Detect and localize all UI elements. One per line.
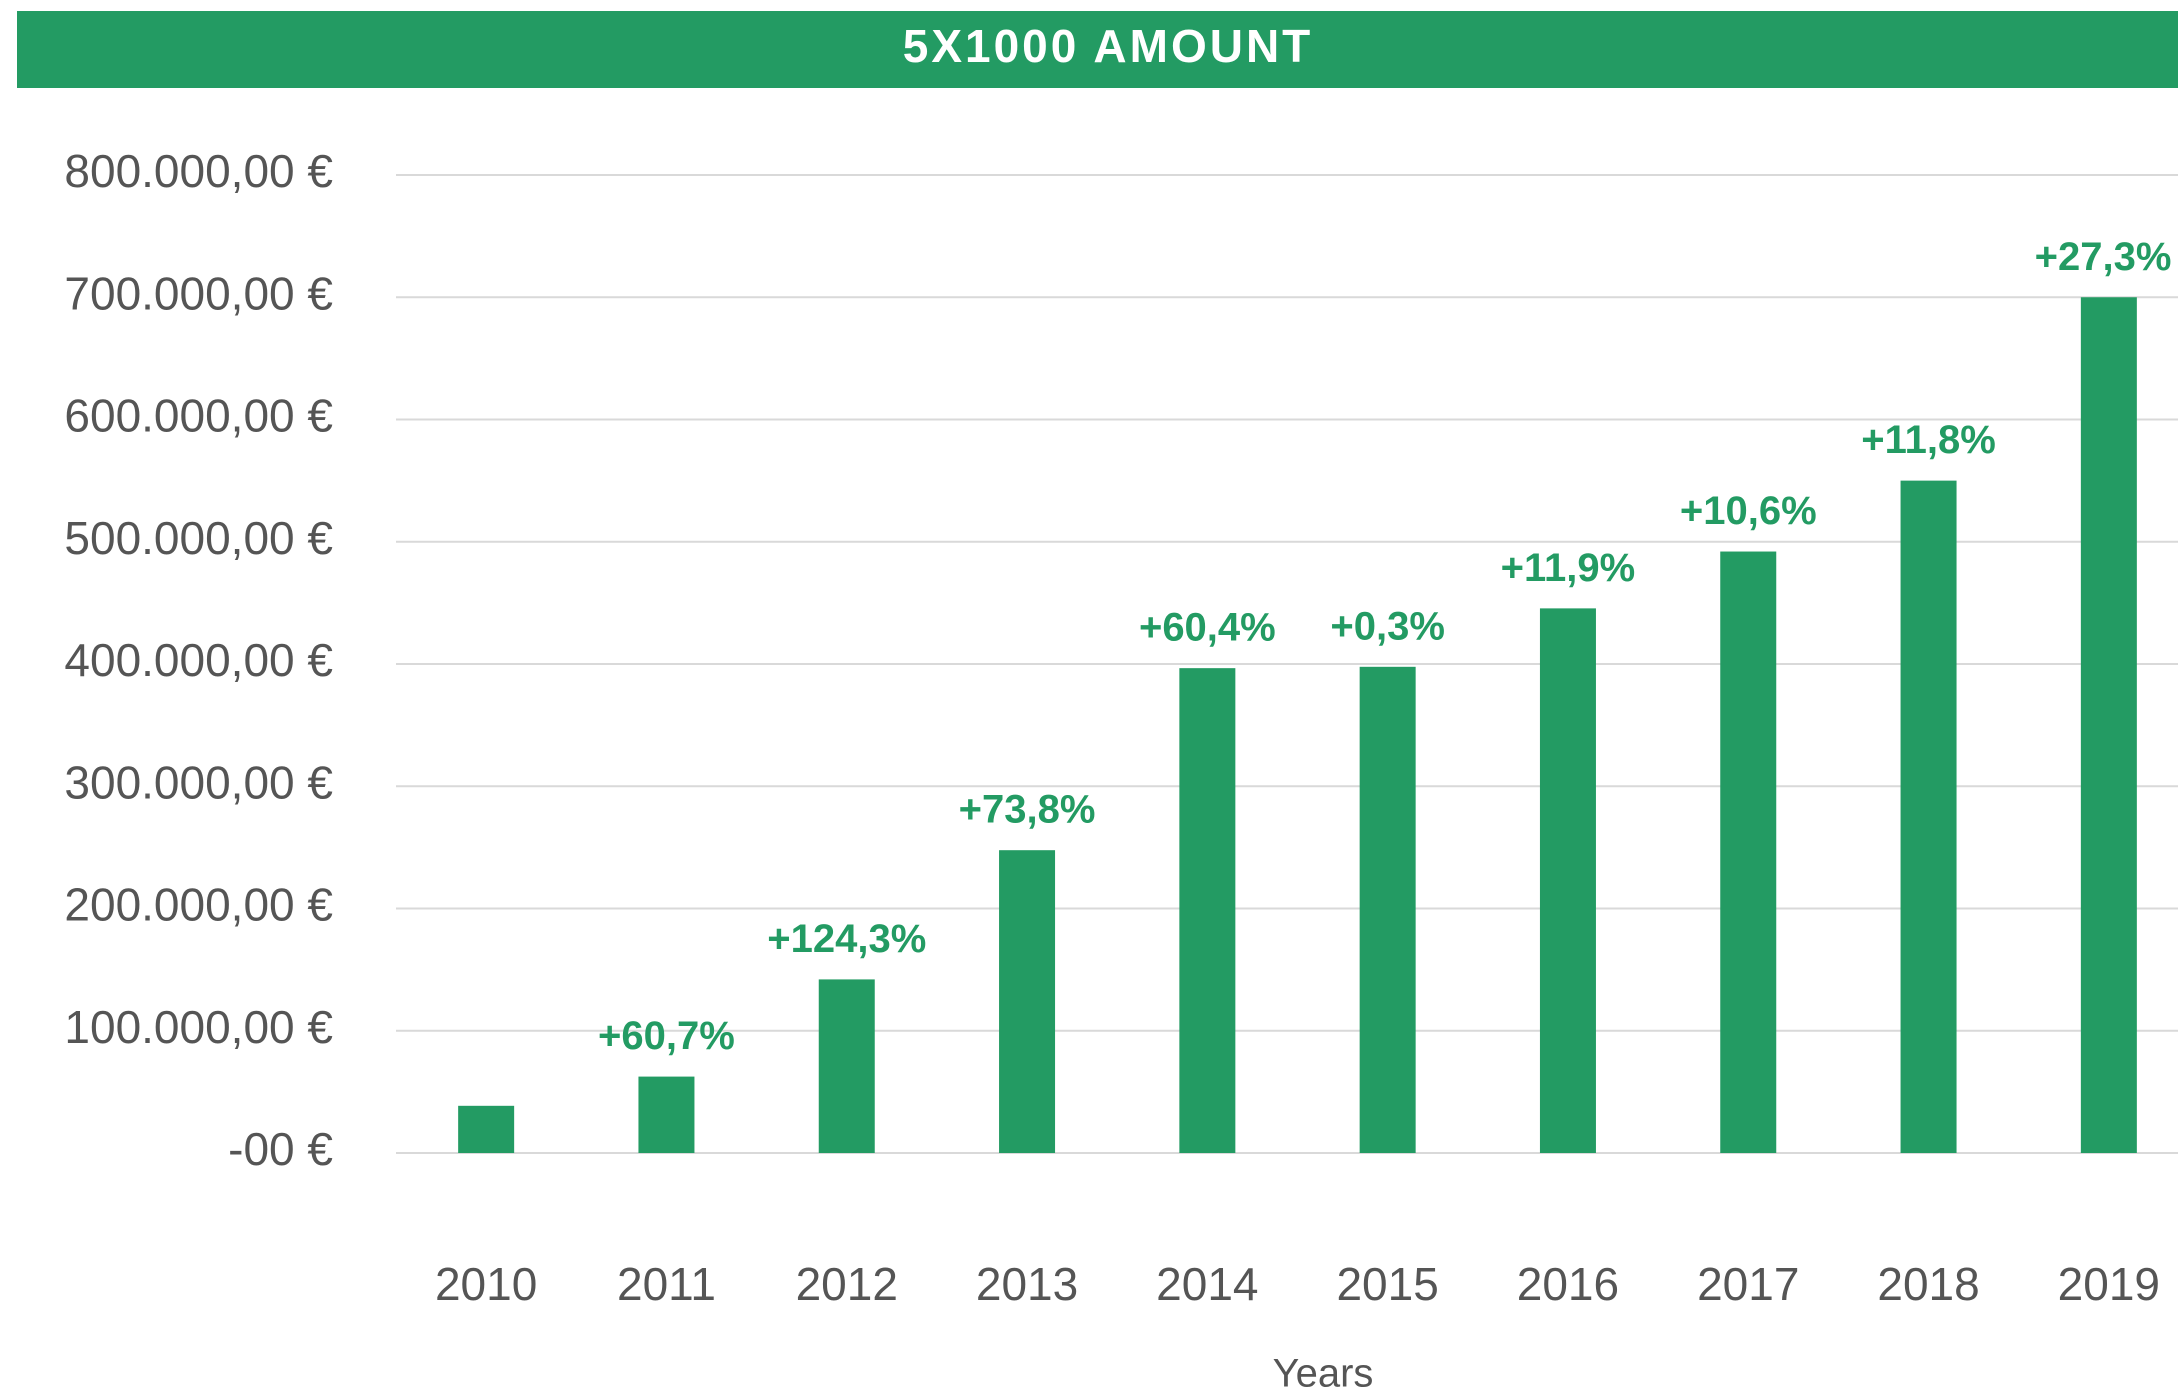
bar bbox=[1359, 666, 1416, 1153]
y-tick-label: 100.000,00 € bbox=[64, 1001, 333, 1053]
y-tick-label: -00 € bbox=[228, 1123, 333, 1175]
growth-label: +60,4% bbox=[1139, 606, 1276, 650]
y-tick-label: 500.000,00 € bbox=[64, 512, 333, 564]
bar bbox=[1720, 551, 1777, 1153]
title-banner bbox=[17, 11, 2178, 88]
x-tick-label: 2011 bbox=[617, 1258, 716, 1310]
y-tick-label: 700.000,00 € bbox=[64, 267, 333, 319]
y-tick-label: 300.000,00 € bbox=[64, 756, 333, 808]
x-tick-label: 2012 bbox=[796, 1258, 898, 1310]
bar bbox=[2080, 297, 2137, 1153]
bar bbox=[1539, 608, 1596, 1153]
y-tick-label: 400.000,00 € bbox=[64, 634, 333, 686]
bar bbox=[999, 850, 1056, 1153]
x-tick-label: 2015 bbox=[1336, 1258, 1438, 1310]
x-tick-label: 2018 bbox=[1877, 1258, 1979, 1310]
growth-label: +60,7% bbox=[598, 1014, 735, 1058]
growth-label: +11,8% bbox=[1861, 418, 1996, 462]
y-tick-label: 600.000,00 € bbox=[64, 390, 333, 442]
growth-label: +73,8% bbox=[959, 788, 1096, 832]
x-tick-label: 2017 bbox=[1697, 1258, 1799, 1310]
x-tick-label: 2016 bbox=[1517, 1258, 1619, 1310]
x-tick-label: 2014 bbox=[1156, 1258, 1258, 1310]
growth-label: +0,3% bbox=[1330, 604, 1445, 648]
bar bbox=[818, 979, 875, 1153]
y-tick-label: 200.000,00 € bbox=[64, 879, 333, 931]
x-tick-label: 2013 bbox=[976, 1258, 1078, 1310]
growth-label: +11,9% bbox=[1501, 546, 1636, 590]
growth-label: +27,3% bbox=[2035, 235, 2172, 279]
chart-title: 5X1000 AMOUNT bbox=[903, 20, 1314, 72]
bar bbox=[458, 1105, 515, 1153]
x-tick-label: 2019 bbox=[2058, 1258, 2160, 1310]
y-tick-label: 800.000,00 € bbox=[64, 145, 333, 197]
growth-label: +124,3% bbox=[767, 917, 926, 961]
bar bbox=[638, 1076, 695, 1153]
x-tick-label: 2010 bbox=[435, 1258, 537, 1310]
bar bbox=[1900, 480, 1957, 1153]
bar bbox=[1179, 668, 1236, 1153]
x-axis-label: Years bbox=[1273, 1352, 1374, 1396]
growth-label: +10,6% bbox=[1680, 489, 1817, 533]
